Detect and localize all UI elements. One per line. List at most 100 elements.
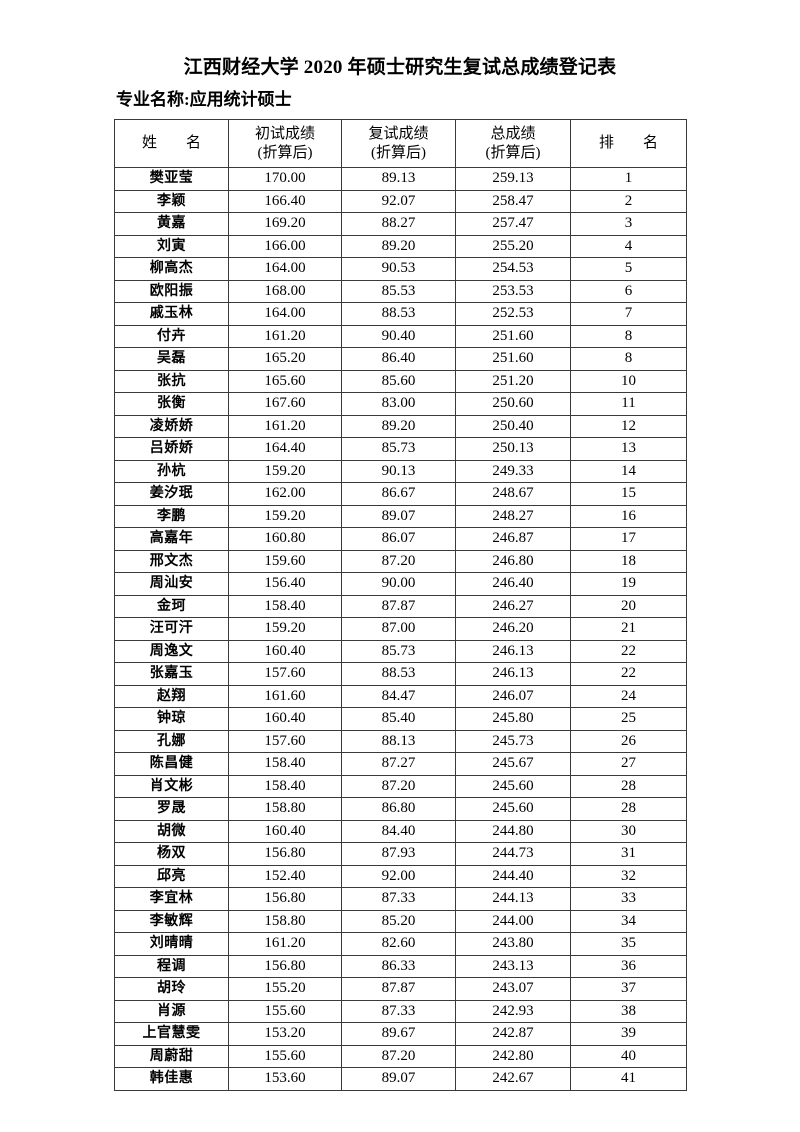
cell-name: 罗晟 [114,797,229,821]
cell-name: 肖文彬 [114,774,229,798]
major-name-label: 专业名称:应用统计硕士 [116,90,292,109]
cell-total-score: 253.53 [455,279,571,303]
cell-rank: 8 [570,347,687,371]
column-header-name: 姓 名 [114,119,229,168]
cell-retest-score: 89.07 [341,504,456,528]
cell-retest-score: 85.53 [341,279,456,303]
cell-rank: 4 [570,234,687,258]
table-body: 樊亚莹 170.00 89.13 259.13 1 李颖 166.40 92.07 258.47… [114,167,687,1091]
cell-preliminary-score: 159.20 [228,617,342,641]
cell-retest-score: 82.60 [341,932,456,956]
column-header-retest-line1: 复试成绩 [368,125,429,142]
cell-retest-score: 89.20 [341,234,456,258]
table-row: 肖源 155.60 87.33 242.93 38 [114,999,687,1023]
cell-rank: 14 [570,459,687,483]
cell-preliminary-score: 152.40 [228,864,342,888]
cell-rank: 12 [570,414,687,438]
table-row: 金珂 158.40 87.87 246.27 20 [114,594,687,618]
cell-retest-score: 85.73 [341,437,456,461]
cell-rank: 40 [570,1044,687,1068]
cell-total-score: 244.13 [455,887,571,911]
table-row: 李鹏 159.20 89.07 248.27 16 [114,504,687,528]
table-row: 孔娜 157.60 88.13 245.73 26 [114,729,687,753]
table-row: 赵翔 161.60 84.47 246.07 24 [114,684,687,708]
cell-retest-score: 92.07 [341,189,456,213]
cell-retest-score: 86.07 [341,527,456,551]
cell-name: 上官慧雯 [114,1022,229,1046]
cell-total-score: 251.20 [455,369,571,393]
table-row: 樊亚莹 170.00 89.13 259.13 1 [114,167,687,191]
cell-retest-score: 90.53 [341,257,456,281]
cell-retest-score: 87.20 [341,549,456,573]
cell-rank: 28 [570,774,687,798]
table-row: 韩佳惠 153.60 89.07 242.67 41 [114,1067,687,1091]
cell-preliminary-score: 156.40 [228,572,342,596]
cell-rank: 35 [570,932,687,956]
cell-retest-score: 85.60 [341,369,456,393]
page-title: 江西财经大学 2020 年硕士研究生复试总成绩登记表 [183,57,617,78]
column-header-total-line1: 总成绩 [490,125,536,142]
cell-retest-score: 86.80 [341,797,456,821]
cell-preliminary-score: 161.20 [228,932,342,956]
cell-retest-score: 90.40 [341,324,456,348]
cell-name: 李鹏 [114,504,229,528]
cell-rank: 36 [570,954,687,978]
cell-preliminary-score: 153.60 [228,1067,342,1091]
table-row: 张抗 165.60 85.60 251.20 10 [114,369,687,393]
cell-preliminary-score: 159.20 [228,459,342,483]
cell-rank: 21 [570,617,687,641]
cell-rank: 18 [570,549,687,573]
cell-retest-score: 89.20 [341,414,456,438]
cell-rank: 33 [570,887,687,911]
cell-rank: 41 [570,1067,687,1091]
cell-name: 戚玉林 [114,302,229,326]
cell-retest-score: 87.27 [341,752,456,776]
cell-total-score: 244.00 [455,909,571,933]
cell-total-score: 246.07 [455,684,571,708]
cell-rank: 6 [570,279,687,303]
table-row: 肖文彬 158.40 87.20 245.60 28 [114,774,687,798]
cell-name: 孔娜 [114,729,229,753]
cell-rank: 24 [570,684,687,708]
cell-name: 李宜林 [114,887,229,911]
cell-preliminary-score: 166.40 [228,189,342,213]
cell-total-score: 250.40 [455,414,571,438]
cell-preliminary-score: 166.00 [228,234,342,258]
cell-retest-score: 92.00 [341,864,456,888]
cell-rank: 27 [570,752,687,776]
cell-preliminary-score: 153.20 [228,1022,342,1046]
cell-preliminary-score: 170.00 [228,167,342,191]
cell-total-score: 244.80 [455,819,571,843]
cell-retest-score: 88.53 [341,302,456,326]
score-table: 姓 名 初试成绩 (折算后) 复试成绩 (折算后) 总成绩 (折算后) 排 名 … [114,119,687,1091]
cell-total-score: 246.27 [455,594,571,618]
cell-retest-score: 88.27 [341,212,456,236]
cell-name: 杨双 [114,842,229,866]
table-row: 钟琼 160.40 85.40 245.80 25 [114,707,687,731]
cell-rank: 16 [570,504,687,528]
cell-name: 邱亮 [114,864,229,888]
cell-preliminary-score: 156.80 [228,842,342,866]
cell-name: 周逸文 [114,639,229,663]
cell-rank: 22 [570,639,687,663]
cell-preliminary-score: 156.80 [228,887,342,911]
column-header-retest: 复试成绩 (折算后) [341,119,456,168]
cell-rank: 11 [570,392,687,416]
table-row: 周逸文 160.40 85.73 246.13 22 [114,639,687,663]
cell-retest-score: 84.47 [341,684,456,708]
cell-retest-score: 87.00 [341,617,456,641]
table-row: 周蔚甜 155.60 87.20 242.80 40 [114,1044,687,1068]
cell-preliminary-score: 167.60 [228,392,342,416]
cell-retest-score: 87.33 [341,887,456,911]
cell-preliminary-score: 155.60 [228,1044,342,1068]
column-header-preliminary-line2: (折算后) [257,144,313,161]
cell-name: 吴磊 [114,347,229,371]
cell-preliminary-score: 156.80 [228,954,342,978]
cell-name: 金珂 [114,594,229,618]
cell-name: 刘寅 [114,234,229,258]
table-row: 李敏辉 158.80 85.20 244.00 34 [114,909,687,933]
cell-rank: 2 [570,189,687,213]
table-row: 黄嘉 169.20 88.27 257.47 3 [114,212,687,236]
column-header-rank: 排 名 [570,119,687,168]
